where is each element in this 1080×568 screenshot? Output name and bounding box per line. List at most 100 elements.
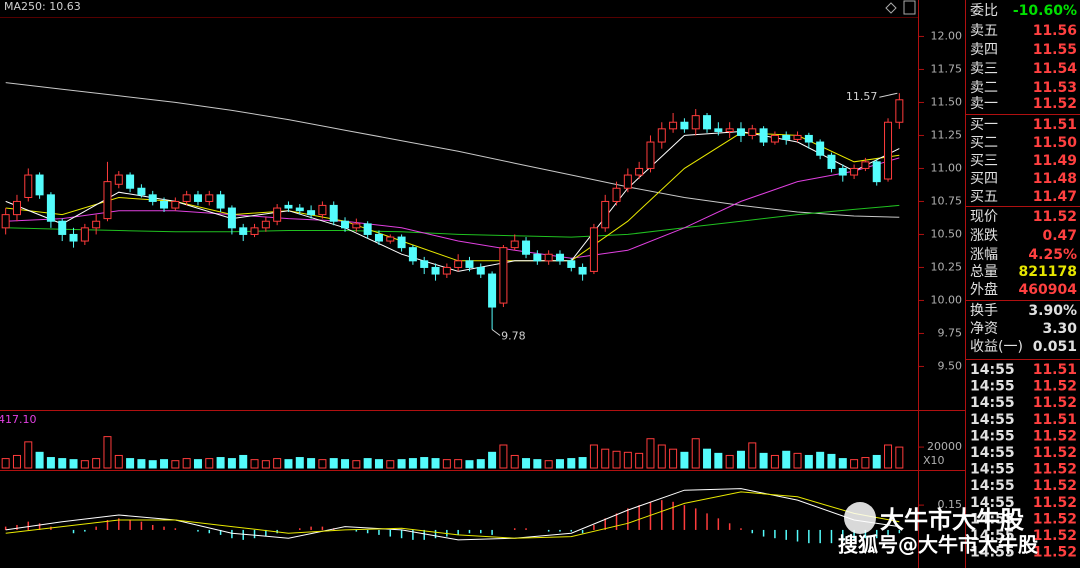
watermark: 大牛市大牛股 搜狐号@大牛市大牛股 bbox=[838, 502, 1038, 557]
volume-bar bbox=[148, 460, 157, 469]
candle-body bbox=[329, 204, 338, 222]
volume-bar bbox=[623, 451, 632, 469]
candle-body bbox=[589, 227, 598, 272]
candle-body bbox=[748, 128, 757, 136]
y-tick-label: 0.15 bbox=[938, 498, 963, 511]
candle-body bbox=[544, 253, 553, 262]
volume-bar bbox=[465, 460, 474, 469]
volume-bar bbox=[46, 457, 55, 469]
quote-value: 11.51 bbox=[1033, 117, 1077, 133]
candle-body bbox=[250, 227, 259, 235]
annotation-arrow bbox=[879, 92, 898, 98]
volume-bar bbox=[171, 460, 180, 469]
quote-value: 0.051 bbox=[1033, 339, 1077, 355]
volume-bar bbox=[442, 459, 451, 469]
candle-body bbox=[522, 240, 531, 255]
candle-body bbox=[58, 220, 67, 235]
volume-bar bbox=[601, 448, 610, 469]
candle-body bbox=[872, 161, 881, 183]
indicator-line bbox=[5, 491, 900, 539]
candle-body bbox=[442, 266, 451, 275]
y-tick-label: 10.00 bbox=[931, 293, 963, 306]
quote-label: 卖五 bbox=[970, 23, 998, 39]
volume-bar bbox=[1, 458, 10, 469]
tick-time: 14:55 bbox=[970, 462, 1015, 478]
quote-label: 收益(一) bbox=[970, 339, 1023, 355]
candle-body bbox=[623, 174, 632, 189]
volume-bar bbox=[182, 458, 191, 469]
volume-bar bbox=[770, 454, 779, 469]
candle-body bbox=[374, 233, 383, 242]
volume-bar bbox=[80, 460, 89, 469]
y-tick-label: 11.50 bbox=[931, 95, 963, 108]
candle-body bbox=[669, 121, 678, 130]
volume-bar bbox=[657, 444, 666, 469]
y-tick-label: 20000 bbox=[927, 440, 962, 453]
volume-bar bbox=[703, 448, 712, 469]
candle-body bbox=[295, 207, 304, 212]
candle-body bbox=[499, 247, 508, 304]
tick-time: 14:55 bbox=[970, 511, 1015, 527]
y-tick-label: 11.00 bbox=[931, 161, 963, 174]
candle-body bbox=[578, 266, 587, 275]
tick-price: 11.51 bbox=[1033, 362, 1077, 378]
tick-time: 14:55 bbox=[970, 412, 1015, 428]
candle-body bbox=[114, 174, 123, 185]
volume-bar bbox=[816, 451, 825, 469]
volume-bar bbox=[612, 450, 621, 469]
volume-bar bbox=[35, 451, 44, 469]
window-button[interactable] bbox=[903, 0, 916, 15]
candle-body bbox=[736, 128, 745, 136]
tick-price: 11.52 bbox=[1033, 478, 1077, 494]
watermark-text: 大牛市大牛股 bbox=[880, 506, 1024, 534]
candle-body bbox=[239, 227, 248, 235]
max-annotation: 11.57 bbox=[846, 90, 878, 103]
watermark-text: 搜狐号@大牛市大牛股 bbox=[838, 533, 1038, 557]
y-tick-label: 10.50 bbox=[931, 227, 963, 240]
candle-body bbox=[703, 115, 712, 130]
volume-bar bbox=[804, 454, 813, 469]
volume-bar bbox=[589, 444, 598, 469]
candle-body bbox=[408, 247, 417, 262]
candle-body bbox=[895, 99, 904, 123]
candle-body bbox=[12, 200, 21, 216]
y-tick-label: 11.75 bbox=[931, 62, 963, 75]
quote-label: 卖三 bbox=[970, 61, 998, 77]
candle-body bbox=[80, 227, 89, 242]
quote-value: 821178 bbox=[1019, 264, 1077, 280]
quote-label: 买五 bbox=[970, 189, 998, 205]
volume-bar bbox=[352, 460, 361, 469]
candle-body bbox=[465, 260, 474, 268]
quote-label: 卖二 bbox=[970, 80, 998, 96]
volume-bar bbox=[782, 450, 791, 469]
volume-bar bbox=[58, 458, 67, 469]
volume-bar bbox=[250, 459, 259, 469]
tick-time: 14:55 bbox=[970, 478, 1015, 494]
tick-time: 14:55 bbox=[970, 379, 1015, 395]
candle-body bbox=[352, 223, 361, 229]
volume-bar bbox=[273, 458, 282, 469]
candle-body bbox=[103, 181, 112, 220]
volume-bar bbox=[476, 459, 485, 469]
volume-unit: X10 bbox=[923, 454, 945, 467]
volume-bar bbox=[680, 451, 689, 469]
candle-body bbox=[216, 194, 225, 209]
volume-bar bbox=[827, 453, 836, 469]
volume-bar bbox=[126, 458, 135, 469]
volume-bar bbox=[725, 454, 734, 469]
volume-bar bbox=[714, 452, 723, 469]
toggle-icon[interactable] bbox=[885, 2, 897, 14]
volume-bar bbox=[691, 438, 700, 469]
volume-bar bbox=[261, 460, 270, 469]
candle-body bbox=[182, 194, 191, 202]
tick-time: 14:55 bbox=[970, 528, 1015, 544]
tick-time: 14:55 bbox=[970, 545, 1015, 561]
quote-label: 外盘 bbox=[970, 281, 998, 298]
volume-bar bbox=[284, 459, 293, 469]
tick-price: 11.52 bbox=[1033, 511, 1077, 527]
candle-body bbox=[533, 253, 542, 262]
volume-bar bbox=[872, 454, 881, 469]
candle-body bbox=[431, 266, 440, 275]
candle-body bbox=[635, 167, 644, 176]
